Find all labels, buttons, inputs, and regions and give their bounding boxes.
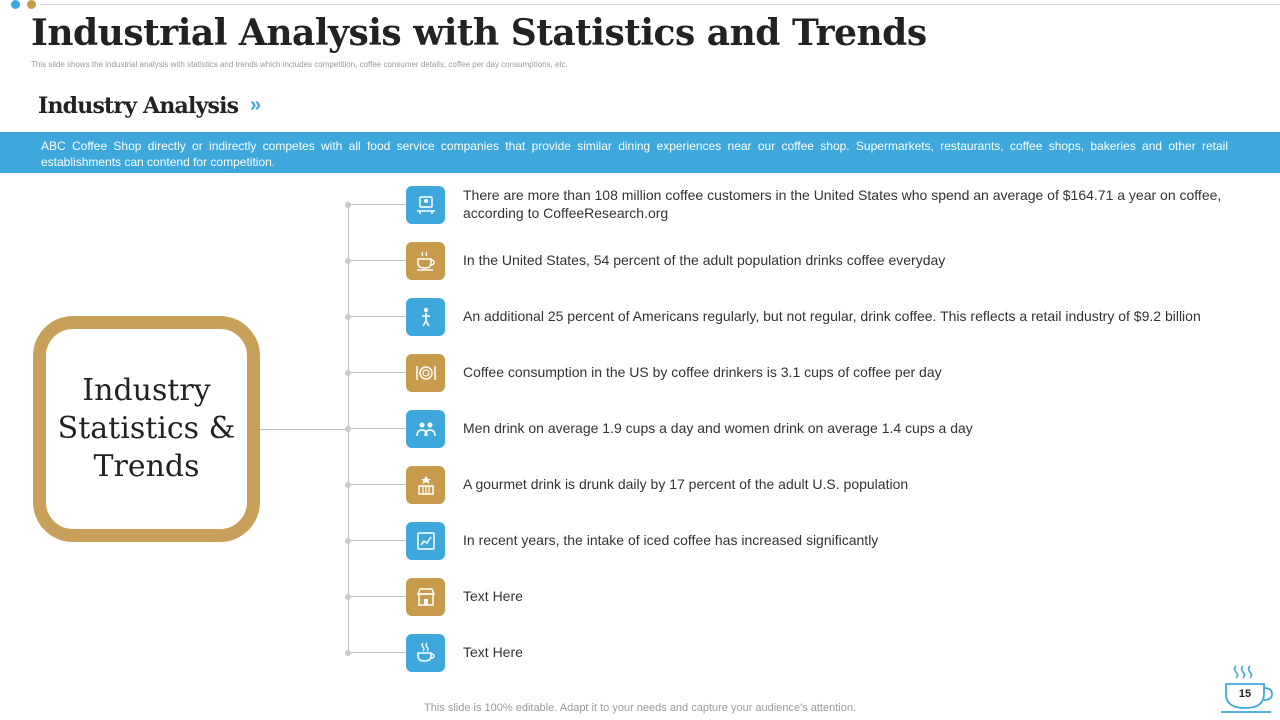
coffee-cup-icon [406,242,445,280]
decor-dot-blue [11,0,20,9]
top-divider [40,4,1280,5]
person-standing-icon [406,298,445,336]
customer-desk-icon [406,186,445,224]
stat-item: An additional 25 percent of Americans re… [0,298,1280,336]
people-group-icon [406,410,445,448]
branch-line [348,484,406,485]
branch-node [345,426,351,432]
branch-line [348,540,406,541]
stat-item-text: An additional 25 percent of Americans re… [463,308,1201,324]
stat-item: Men drink on average 1.9 cups a day and … [0,410,1280,448]
branch-node [345,650,351,656]
industry-stats-box: Industry Statistics & Trends [33,316,260,542]
branch-node [345,370,351,376]
branch-line [348,372,406,373]
coffee-cup-page-icon [1221,665,1273,713]
page-subtitle: This slide shows the industrial analysis… [31,60,568,69]
stat-item: Text Here [0,578,1280,616]
page-number: 15 [1238,688,1252,700]
branch-line [348,596,406,597]
stat-item: Text Here [0,634,1280,672]
stat-item-text: Text Here [463,588,523,604]
stat-item: In the United States, 54 percent of the … [0,242,1280,280]
footer-note: This slide is 100% editable. Adapt it to… [424,702,856,714]
branch-node [345,258,351,264]
award-building-icon [406,466,445,504]
plate-cutlery-icon [406,354,445,392]
stat-item-text: In recent years, the intake of iced coff… [463,532,879,548]
banner-text: ABC Coffee Shop directly or indirectly c… [41,139,1228,169]
stat-item-text: A gourmet drink is drunk daily by 17 per… [463,476,909,492]
branch-line [348,428,406,429]
stat-item: Coffee consumption in the US by coffee d… [0,354,1280,392]
box-connector-line [260,429,348,430]
hot-drink-icon [406,634,445,672]
stat-box-label: Industry Statistics & Trends [57,373,236,484]
stat-item-text: Text Here [463,644,523,660]
branch-line [348,652,406,653]
branch-line [348,204,406,205]
chart-frame-icon [406,522,445,560]
stat-item-text: Men drink on average 1.9 cups a day and … [463,420,973,436]
double-chevron-icon: » [250,94,261,116]
branch-node [345,314,351,320]
branch-line [348,260,406,261]
stat-item: There are more than 108 million coffee c… [0,186,1280,224]
stat-item-text: Coffee consumption in the US by coffee d… [463,364,942,380]
stat-item: A gourmet drink is drunk daily by 17 per… [0,466,1280,504]
branch-node [345,482,351,488]
branch-node [345,594,351,600]
stat-item-text: There are more than 108 million coffee c… [463,187,1222,221]
branch-node [345,538,351,544]
page-title: Industrial Analysis with Statistics and … [31,12,927,54]
decor-dot-gold [27,0,36,9]
stat-item: In recent years, the intake of iced coff… [0,522,1280,560]
stat-item-text: In the United States, 54 percent of the … [463,252,946,268]
section-heading: Industry Analysis [38,93,239,119]
branch-line [348,316,406,317]
branch-node [345,202,351,208]
competition-banner: ABC Coffee Shop directly or indirectly c… [0,132,1280,173]
shop-building-icon [406,578,445,616]
